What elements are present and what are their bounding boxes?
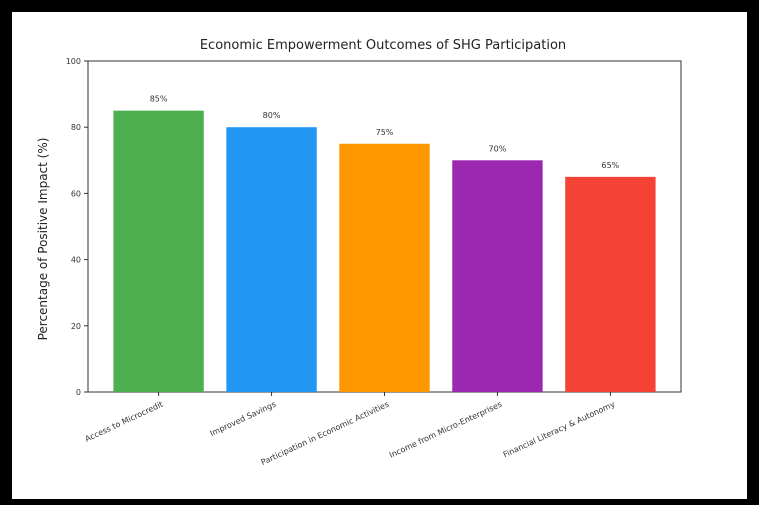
category-label: Financial Literacy & Autonomy bbox=[502, 400, 617, 460]
bar bbox=[339, 143, 430, 392]
chart-frame: Economic Empowerment Outcomes of SHG Par… bbox=[12, 12, 747, 499]
x-axis-ticks: Access to Microcredit Improved SavingsPar… bbox=[84, 392, 617, 467]
data-labels-group: 85% 80% 75% 70% 65% bbox=[150, 95, 620, 170]
bar-chart: Economic Empowerment Outcomes of SHG Par… bbox=[36, 38, 682, 467]
y-tick-label: 20 bbox=[71, 322, 81, 331]
data-label: 75% bbox=[376, 128, 394, 137]
bar bbox=[226, 127, 317, 392]
data-label: 80% bbox=[263, 111, 281, 120]
bar bbox=[113, 110, 204, 393]
y-tick-label: 0 bbox=[76, 388, 81, 397]
category-label: Participation in Economic Activities bbox=[260, 400, 391, 467]
y-tick-label: 80 bbox=[71, 123, 81, 132]
category-label: Income from Micro-Enterprises bbox=[388, 400, 503, 460]
y-axis-label: Percentage of Positive Impact (%) bbox=[36, 138, 50, 341]
category-label: Access to Microcredit bbox=[84, 400, 165, 444]
bar bbox=[565, 176, 656, 392]
data-label: 70% bbox=[489, 144, 507, 153]
data-label: 65% bbox=[602, 161, 620, 170]
y-tick-label: 60 bbox=[71, 189, 81, 198]
bar bbox=[452, 160, 543, 392]
data-label: 85% bbox=[150, 95, 168, 104]
y-tick-label: 100 bbox=[66, 57, 81, 66]
category-label: Improved Savings bbox=[209, 400, 278, 438]
chart-title: Economic Empowerment Outcomes of SHG Par… bbox=[200, 38, 566, 53]
bars-group bbox=[113, 110, 656, 393]
y-axis-ticks: 0 20 40 60 80 100 bbox=[66, 57, 88, 397]
y-tick-label: 40 bbox=[71, 256, 81, 265]
